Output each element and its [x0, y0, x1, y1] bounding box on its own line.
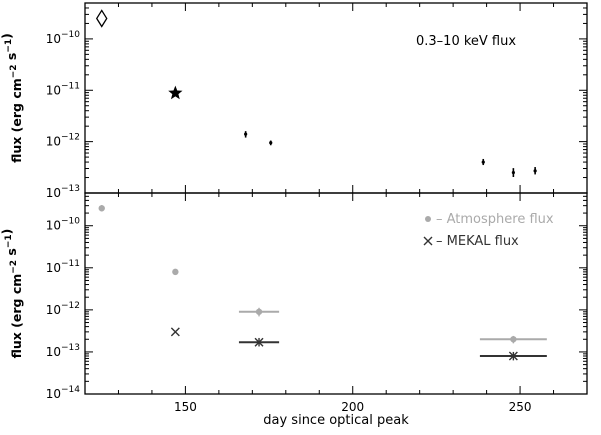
plot-frame [84, 192, 588, 395]
y-tick-label: 10−14 [46, 385, 81, 401]
plot-frame [84, 2, 588, 194]
data-point-mekal [508, 351, 518, 361]
y-tick-label: 10−10 [46, 217, 81, 233]
y-tick-label: 10−11 [46, 81, 80, 97]
data-point [269, 141, 273, 145]
x-tick-label: 150 [174, 400, 197, 414]
legend-label: – MEKAL flux [436, 234, 519, 249]
data-point-mekal [170, 327, 180, 337]
data-point-atmosphere [98, 205, 105, 212]
y-tick-label: 10−11 [46, 259, 80, 275]
data-point [533, 169, 537, 173]
x-tick-label: 200 [341, 400, 364, 414]
y-axis-title: flux (erg cm−2 s−1) [0, 229, 24, 359]
x-tick-label: 250 [509, 400, 532, 414]
y-tick-label: 10−10 [46, 30, 81, 46]
data-point-atmosphere [510, 336, 517, 343]
data-point [481, 160, 485, 164]
panel-bottom: 150 200 250 flux (erg cm−2 s−1) day since op… [0, 192, 588, 428]
panel-annotation: 0.3–10 keV flux [416, 34, 516, 49]
legend-label: – Atmosphere flux [436, 212, 554, 227]
data-point-diamond [95, 9, 108, 28]
y-tick-label: 10−12 [46, 133, 80, 149]
data-point-mekal [254, 337, 264, 347]
y-tick-label: 10−12 [46, 301, 80, 317]
data-point-star [168, 85, 183, 100]
data-point [511, 170, 515, 175]
legend-marker [423, 236, 433, 246]
x-axis-title: day since optical peak [263, 413, 409, 428]
y-tick-label: 10−13 [46, 343, 80, 359]
panel-top: flux (erg cm−2 s−1) 0.3–10 keV flux [0, 2, 588, 194]
y-tick-label: 10−13 [46, 184, 80, 200]
data-point [244, 132, 248, 136]
y-axis-title: flux (erg cm−2 s−1) [0, 33, 24, 163]
legend-marker [425, 216, 431, 222]
data-point-atmosphere [172, 268, 179, 276]
data-point-atmosphere [255, 308, 263, 315]
